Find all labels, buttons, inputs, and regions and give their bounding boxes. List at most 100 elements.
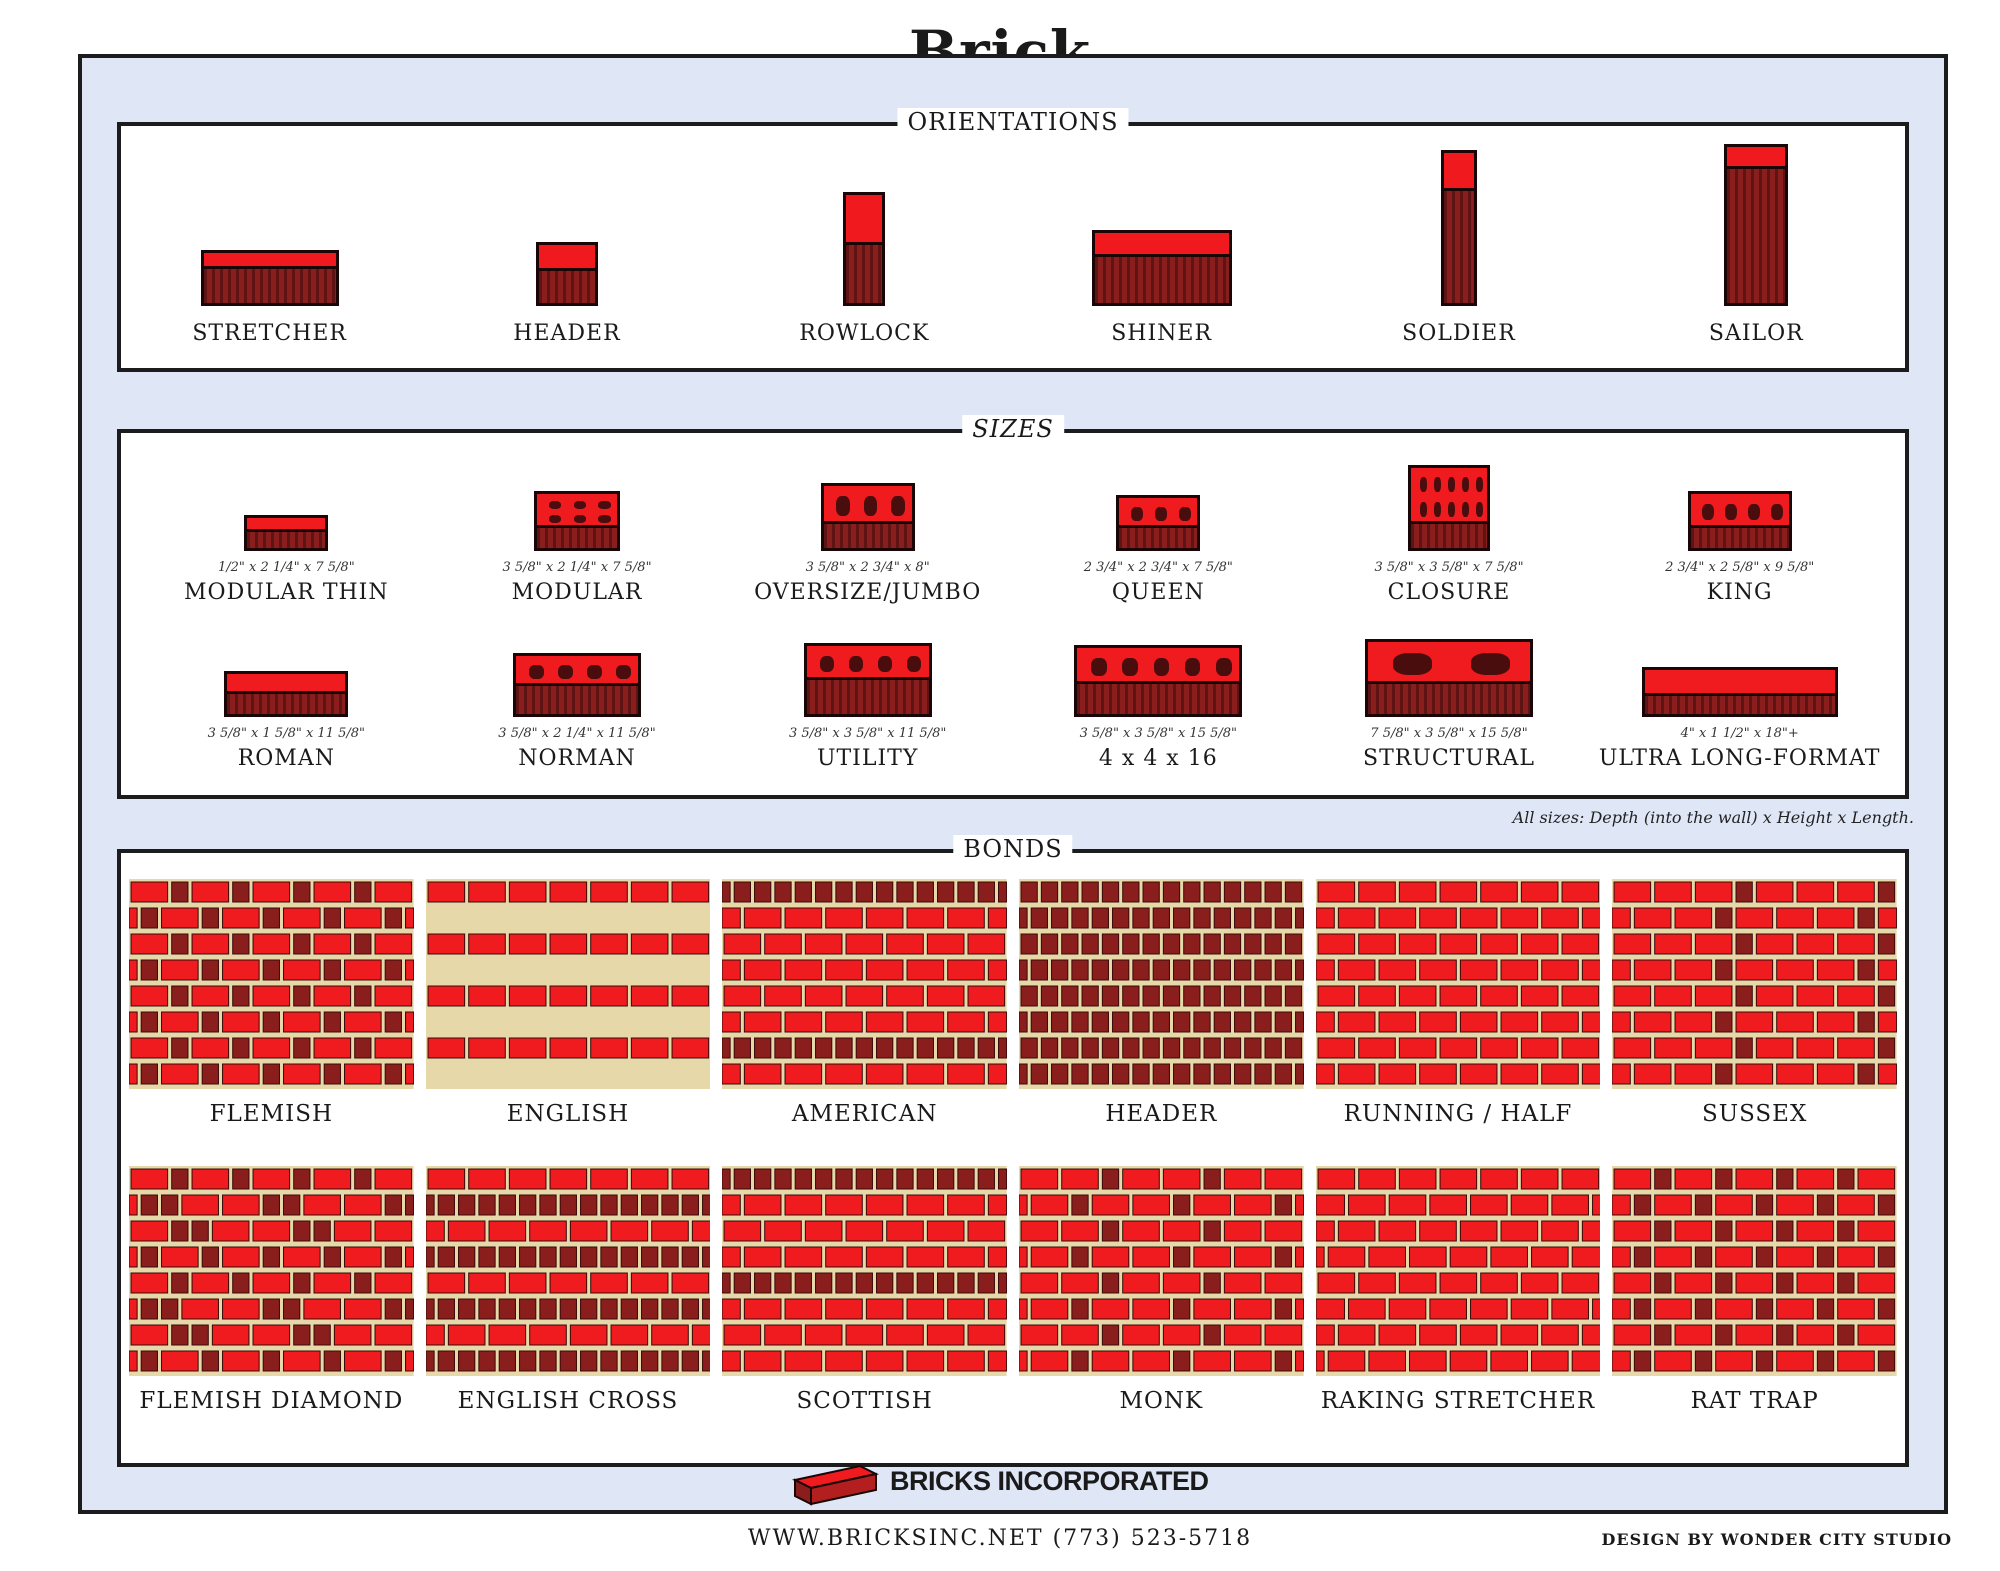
bonds-panel: BONDS FLEMISH ENGLISH AMERICAN HEADER RUNNIN… bbox=[117, 835, 1909, 1467]
orientation-rowlock: ROWLOCK bbox=[716, 126, 1013, 368]
orientation-label: ROWLOCK bbox=[799, 321, 930, 346]
bond-item: FLEMISH bbox=[129, 879, 414, 1166]
bond-pattern-icon bbox=[1315, 1166, 1601, 1376]
size-dimensions: 3 5/8" x 2 1/4" x 7 5/8" bbox=[502, 560, 652, 575]
size-name: QUEEN bbox=[1111, 580, 1205, 605]
bond-pattern-icon bbox=[722, 1166, 1007, 1376]
bond-pattern-icon bbox=[1612, 1166, 1897, 1376]
bond-item: ENGLISH CROSS bbox=[425, 1166, 711, 1453]
size-dimensions: 3 5/8" x 2 3/4" x 8" bbox=[805, 560, 930, 575]
size-name: ULTRA LONG-FORMAT bbox=[1598, 746, 1881, 771]
bond-pattern-icon bbox=[1315, 879, 1601, 1089]
size-brick-icon bbox=[1364, 639, 1533, 717]
orientation-label: HEADER bbox=[513, 321, 621, 346]
shiner-brick-icon bbox=[1091, 230, 1232, 306]
bond-name: AMERICAN bbox=[791, 1101, 938, 1127]
size-brick-icon bbox=[244, 515, 329, 551]
bond-item: RAKING STRETCHER bbox=[1315, 1166, 1601, 1453]
size-name: UTILITY bbox=[816, 746, 919, 771]
bond-name: ENGLISH bbox=[506, 1101, 630, 1127]
bonds-label: BONDS bbox=[953, 835, 1073, 863]
bond-pattern-icon bbox=[129, 1166, 414, 1376]
size-name: STRUCTURAL bbox=[1363, 746, 1535, 771]
size-item: 3 5/8" x 3 5/8" x 7 5/8" CLOSURE bbox=[1304, 455, 1595, 621]
size-dimensions: 3 5/8" x 3 5/8" x 15 5/8" bbox=[1079, 726, 1238, 741]
bond-name: SCOTTISH bbox=[796, 1388, 933, 1414]
size-brick-icon bbox=[1116, 495, 1201, 551]
size-brick-icon bbox=[512, 653, 641, 717]
bond-item: SUSSEX bbox=[1612, 879, 1897, 1166]
bond-pattern-icon bbox=[129, 879, 414, 1089]
size-item: 2 3/4" x 2 3/4" x 7 5/8" QUEEN bbox=[1013, 455, 1304, 621]
size-brick-icon bbox=[820, 483, 915, 551]
bond-item: ENGLISH bbox=[425, 879, 711, 1166]
header-brick-icon bbox=[535, 242, 598, 306]
orientation-stretcher: STRETCHER bbox=[121, 126, 418, 368]
size-item: 3 5/8" x 1 5/8" x 11 5/8" ROMAN bbox=[141, 621, 432, 787]
sizes-note: All sizes: Depth (into the wall) x Heigh… bbox=[1512, 808, 1914, 827]
bond-pattern-icon bbox=[1018, 879, 1304, 1089]
sizes-panel: SIZES 1/2" x 2 1/4" x 7 5/8" MODULAR THIN… bbox=[117, 415, 1909, 799]
size-name: KING bbox=[1706, 580, 1773, 605]
orientation-label: SAILOR bbox=[1708, 321, 1804, 346]
orientation-soldier: SOLDIER bbox=[1310, 126, 1607, 368]
bond-item: RAT TRAP bbox=[1612, 1166, 1897, 1453]
size-brick-icon bbox=[1074, 645, 1243, 717]
chart-frame: ORIENTATIONS STRETCHER HEADER ROWLOCK bbox=[78, 54, 1948, 1514]
bond-pattern-icon bbox=[1018, 1166, 1304, 1376]
size-item: 3 5/8" x 3 5/8" x 11 5/8" UTILITY bbox=[722, 621, 1013, 787]
size-dimensions: 3 5/8" x 3 5/8" x 7 5/8" bbox=[1374, 560, 1524, 575]
rowlock-brick-icon bbox=[843, 192, 886, 306]
design-credit: DESIGN BY WONDER CITY STUDIO bbox=[1601, 1530, 1952, 1549]
orientation-label: SOLDIER bbox=[1402, 321, 1516, 346]
size-name: 4 x 4 x 16 bbox=[1098, 746, 1218, 771]
bond-item: FLEMISH DIAMOND bbox=[129, 1166, 414, 1453]
size-dimensions: 3 5/8" x 2 1/4" x 11 5/8" bbox=[498, 726, 656, 741]
orientation-label: SHINER bbox=[1111, 321, 1213, 346]
bond-pattern-icon bbox=[1612, 879, 1897, 1089]
bond-name: HEADER bbox=[1105, 1101, 1218, 1127]
sizes-label: SIZES bbox=[962, 415, 1064, 443]
size-brick-icon bbox=[224, 671, 349, 717]
bond-pattern-icon bbox=[425, 1166, 711, 1376]
size-dimensions: 3 5/8" x 1 5/8" x 11 5/8" bbox=[207, 726, 366, 741]
size-brick-icon bbox=[533, 491, 620, 551]
size-brick-icon bbox=[803, 643, 932, 717]
size-name: MODULAR THIN bbox=[184, 580, 389, 605]
size-item: 2 3/4" x 2 5/8" x 9 5/8" KING bbox=[1594, 455, 1885, 621]
orientation-header: HEADER bbox=[418, 126, 715, 368]
size-dimensions: 1/2" x 2 1/4" x 7 5/8" bbox=[217, 560, 355, 575]
size-dimensions: 4" x 1 1/2" x 18"+ bbox=[1680, 726, 1799, 741]
size-item: 3 5/8" x 2 1/4" x 7 5/8" MODULAR bbox=[432, 455, 723, 621]
size-item: 3 5/8" x 3 5/8" x 15 5/8" 4 x 4 x 16 bbox=[1013, 621, 1304, 787]
bond-name: ENGLISH CROSS bbox=[457, 1388, 679, 1414]
orientations-panel: ORIENTATIONS STRETCHER HEADER ROWLOCK bbox=[117, 108, 1909, 372]
orientations-label: ORIENTATIONS bbox=[897, 108, 1129, 136]
bond-item: MONK bbox=[1018, 1166, 1304, 1453]
size-name: OVERSIZE/JUMBO bbox=[754, 580, 982, 605]
size-brick-icon bbox=[1407, 465, 1490, 551]
size-name: ROMAN bbox=[237, 746, 335, 771]
bond-name: RAT TRAP bbox=[1690, 1388, 1819, 1414]
size-dimensions: 7 5/8" x 3 5/8" x 15 5/8" bbox=[1370, 726, 1528, 741]
size-name: CLOSURE bbox=[1387, 580, 1511, 605]
orientation-sailor: SAILOR bbox=[1608, 126, 1905, 368]
orientation-label: STRETCHER bbox=[192, 321, 347, 346]
stretcher-brick-icon bbox=[200, 250, 339, 306]
bond-item: RUNNING / HALF bbox=[1315, 879, 1601, 1166]
size-dimensions: 2 3/4" x 2 3/4" x 7 5/8" bbox=[1083, 560, 1233, 575]
size-dimensions: 3 5/8" x 3 5/8" x 11 5/8" bbox=[788, 726, 947, 741]
size-brick-icon bbox=[1687, 491, 1792, 551]
size-name: NORMAN bbox=[518, 746, 636, 771]
size-item: 7 5/8" x 3 5/8" x 15 5/8" STRUCTURAL bbox=[1304, 621, 1595, 787]
bond-name: RUNNING / HALF bbox=[1343, 1101, 1573, 1127]
size-dimensions: 2 3/4" x 2 5/8" x 9 5/8" bbox=[1665, 560, 1815, 575]
size-brick-icon bbox=[1641, 667, 1838, 717]
size-item: 3 5/8" x 2 1/4" x 11 5/8" NORMAN bbox=[432, 621, 723, 787]
soldier-brick-icon bbox=[1440, 150, 1477, 306]
company-name: BRICKS INCORPORATED bbox=[890, 1466, 1209, 1496]
bond-item: HEADER bbox=[1018, 879, 1304, 1166]
bond-pattern-icon bbox=[425, 879, 711, 1089]
sailor-brick-icon bbox=[1724, 144, 1789, 306]
bond-name: RAKING STRETCHER bbox=[1320, 1388, 1596, 1414]
